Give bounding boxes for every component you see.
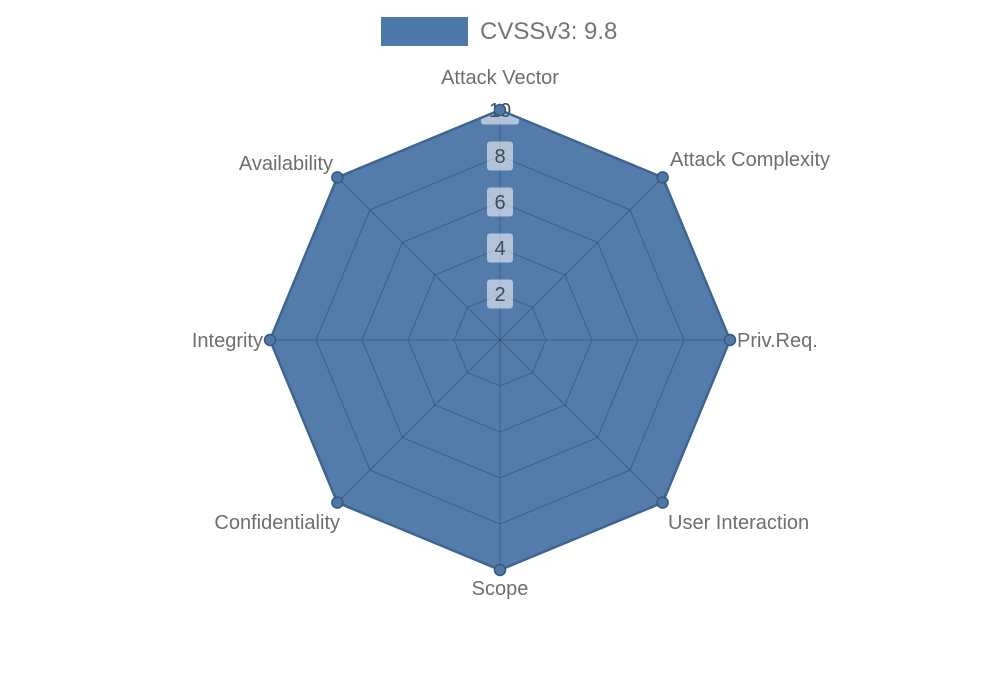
radius-tick-label: 6 xyxy=(494,192,505,214)
axis-label-attack-complexity: Attack Complexity xyxy=(670,149,830,171)
legend-label: CVSSv3: 9.8 xyxy=(480,18,618,45)
axis-label-user-interaction: User Interaction xyxy=(668,512,809,534)
radar-vertex-marker xyxy=(723,333,737,347)
tick-backdrop xyxy=(487,187,513,217)
axis-spoke-overlay xyxy=(337,339,501,503)
radar-vertex-marker xyxy=(263,333,277,347)
tick-backdrop xyxy=(487,279,513,309)
radar-vertex-marker xyxy=(331,171,344,184)
radar-vertex-marker xyxy=(493,103,507,117)
radar-grid-overlay xyxy=(269,109,731,571)
grid-ring-overlay xyxy=(407,247,593,433)
legend[interactable]: CVSSv3: 9.8 xyxy=(381,17,617,46)
radar-vertex-marker xyxy=(493,563,507,577)
axis-label-scope: Scope xyxy=(472,578,529,600)
radius-tick-label: 8 xyxy=(494,146,505,168)
axis-label-availability: Availability xyxy=(239,153,333,175)
radar-area xyxy=(270,110,730,570)
axis-spoke-overlay xyxy=(337,177,501,341)
radius-tick-label: 2 xyxy=(494,284,505,306)
grid-ring-overlay xyxy=(315,155,685,525)
axis-spoke-overlay xyxy=(499,339,663,503)
legend-swatch-icon xyxy=(381,17,468,46)
axis-spoke-overlay xyxy=(499,177,663,341)
axis-label-integrity: Integrity xyxy=(192,330,263,352)
radar-series-area xyxy=(270,110,730,570)
axis-label-confidentiality: Confidentiality xyxy=(214,512,340,534)
axis-labels: Attack Vector Attack Complexity Priv.Req. U… xyxy=(192,67,830,600)
radar-vertex-marker xyxy=(656,496,669,509)
radius-tick-labels: 246810 xyxy=(481,95,519,309)
tick-backdrop xyxy=(487,141,513,171)
radar-vertex-marker xyxy=(656,171,669,184)
tick-backdrop xyxy=(487,233,513,263)
radius-tick-label: 4 xyxy=(494,238,505,260)
axis-label-priv-req: Priv.Req. xyxy=(737,330,818,352)
grid-ring-overlay xyxy=(361,201,639,479)
radar-series-edge xyxy=(263,103,737,577)
grid-ring-overlay xyxy=(453,293,547,387)
radar-vertex-marker xyxy=(331,496,344,509)
axis-label-attack-vector: Attack Vector xyxy=(441,67,559,89)
